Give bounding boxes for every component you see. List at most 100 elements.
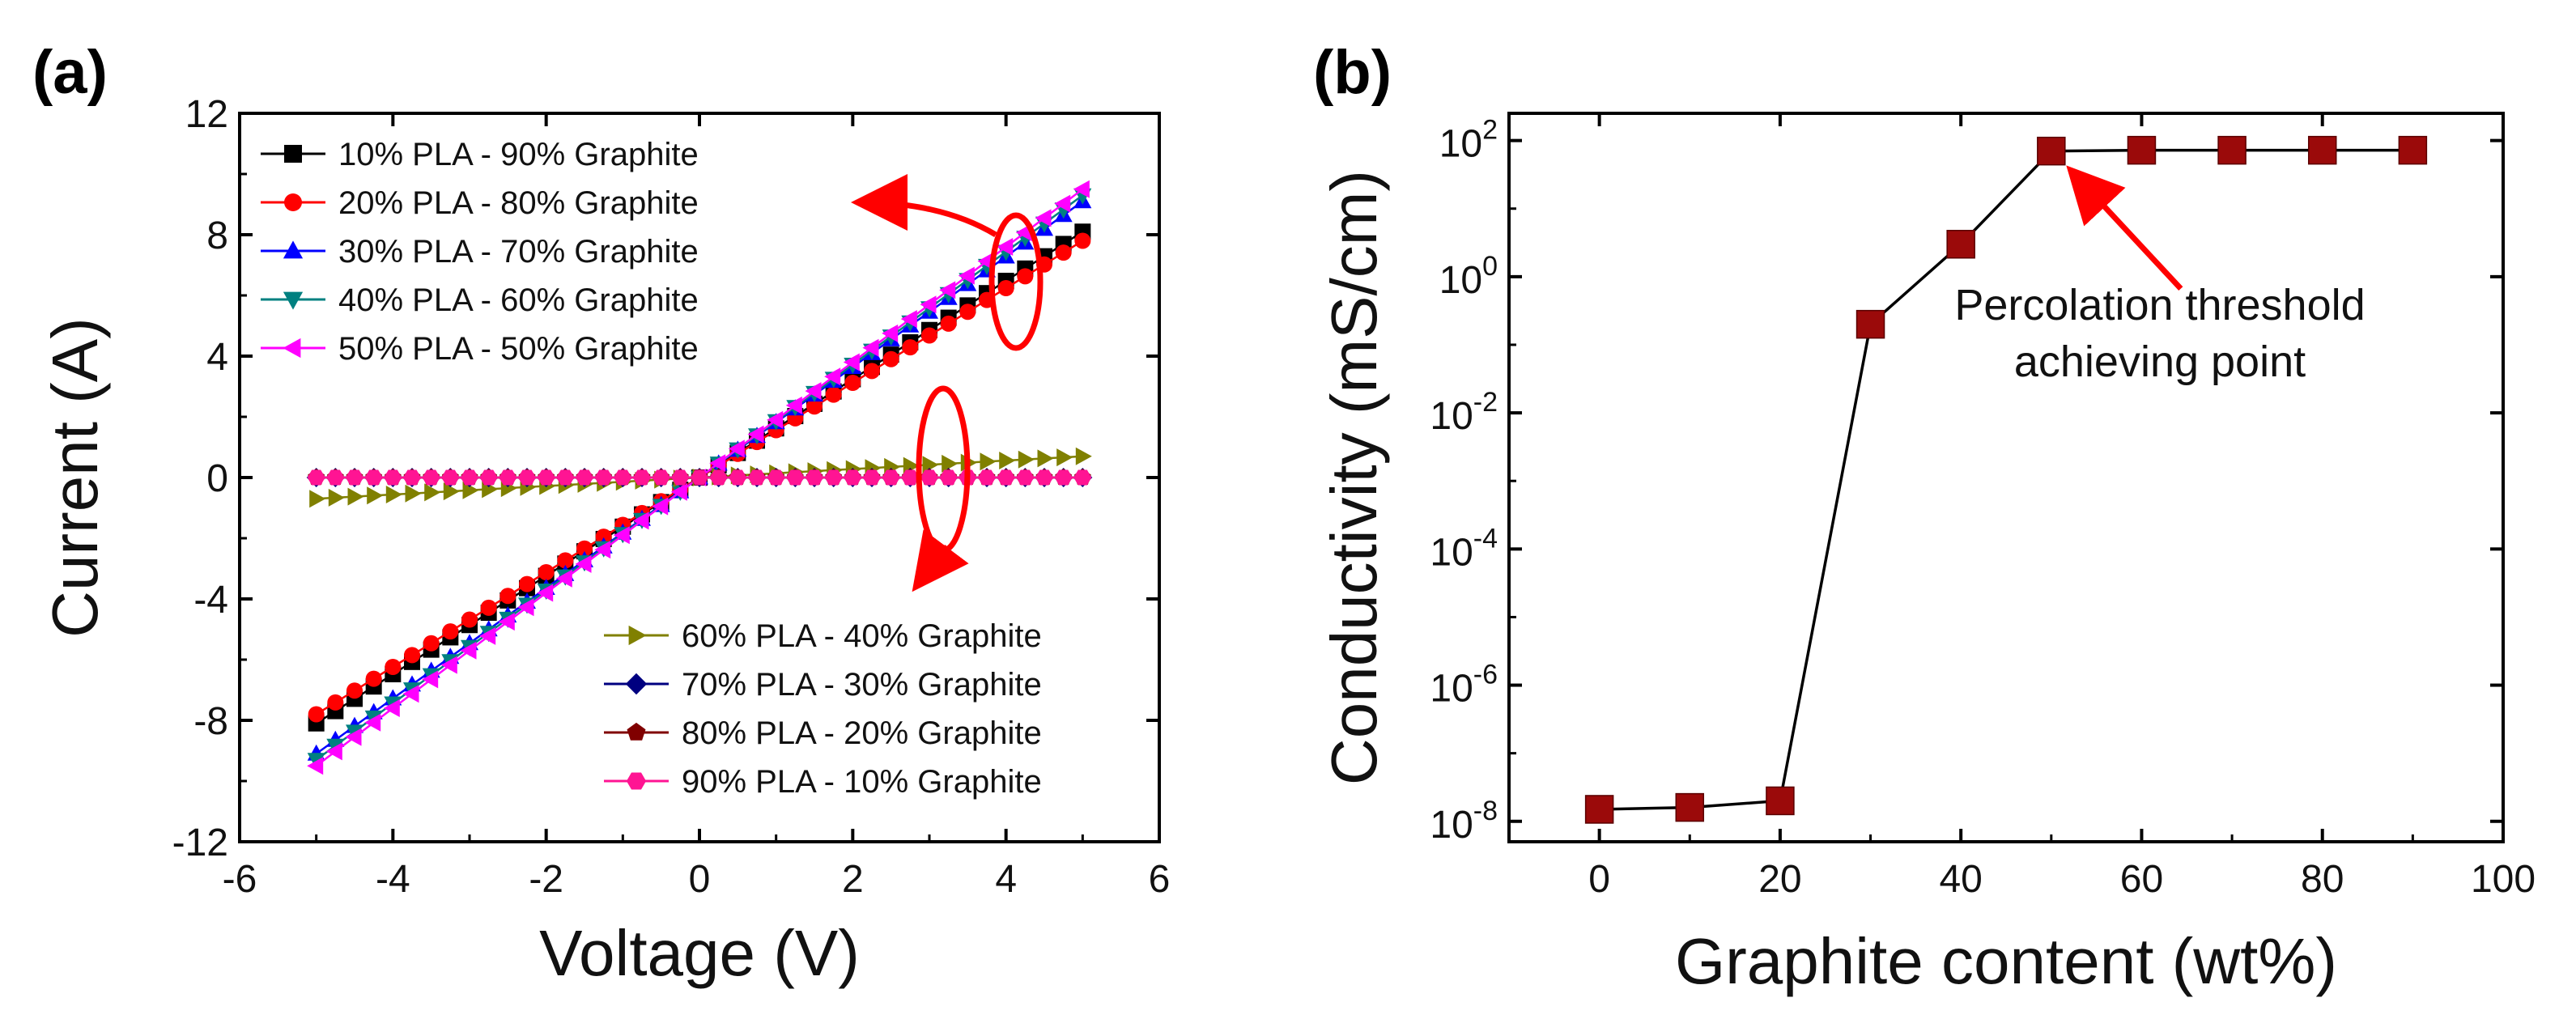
- panel-a-y-axis-label: Current (A): [39, 317, 111, 638]
- panel-a-y-ticks: -12 -8 -4 0 4 8 12: [172, 93, 1159, 864]
- a-data-point: [1073, 180, 1090, 198]
- a-data-point: [346, 682, 363, 699]
- a-data-point: [328, 488, 345, 507]
- a-data-point: [863, 469, 881, 486]
- a-data-point: [1017, 268, 1034, 285]
- b-y-tick-label: 102: [1439, 115, 1498, 166]
- legend-item: 90% PLA - 10% Graphite: [604, 764, 1042, 800]
- legend-marker: [627, 722, 646, 741]
- b-data-point: [2127, 135, 2157, 165]
- a-data-point: [364, 713, 381, 732]
- legend-label: 90% PLA - 10% Graphite: [682, 764, 1042, 800]
- legend-label: 30% PLA - 70% Graphite: [338, 234, 699, 270]
- legend-item: 70% PLA - 30% Graphite: [604, 667, 1042, 703]
- b-y-tick-label: 10-8: [1430, 796, 1498, 847]
- panel-a-x-ticks: -6 -4 -2 0 2 4 6: [223, 113, 1170, 901]
- a-data-point: [920, 295, 937, 314]
- a-data-point: [786, 469, 805, 486]
- b-data-point: [2217, 135, 2247, 165]
- a-data-point: [920, 469, 938, 486]
- a-data-point: [882, 350, 899, 367]
- a-data-point: [633, 469, 651, 486]
- legend-label: 50% PLA - 50% Graphite: [338, 331, 699, 367]
- panel-b-series: [1584, 135, 2428, 824]
- a-data-point: [844, 469, 862, 486]
- a-data-point: [594, 541, 611, 559]
- a-data-point: [940, 315, 957, 332]
- a-series-5: [307, 180, 1090, 775]
- legend-item: 50% PLA - 50% Graphite: [261, 331, 699, 367]
- legend-marker: [284, 193, 302, 211]
- a-data-point: [843, 353, 860, 372]
- a-data-point: [671, 469, 690, 486]
- a-data-point: [364, 469, 383, 486]
- a-x-tick-label: -6: [223, 858, 257, 901]
- b-data-point: [1584, 795, 1614, 824]
- a-data-point: [575, 554, 592, 573]
- a-data-point: [325, 742, 342, 761]
- a-data-point: [480, 599, 497, 616]
- a-data-point: [1075, 447, 1092, 465]
- a-data-point: [844, 375, 861, 391]
- a-data-point: [997, 469, 1015, 486]
- b-y-tick-label: 100: [1439, 251, 1498, 302]
- a-data-point: [997, 280, 1014, 296]
- a-data-point: [747, 425, 764, 444]
- panel-a-series: [306, 180, 1093, 775]
- panel-b-axes-frame: [1507, 112, 2505, 843]
- a-series-9: [307, 469, 1092, 486]
- annotation-ellipse-top: [988, 212, 1044, 351]
- a-data-point: [347, 487, 364, 506]
- panel-b-y-ticks: 10-8 10-6 10-4 10-2 100 102: [1430, 115, 2503, 847]
- a-data-point: [365, 670, 382, 687]
- a-data-point: [538, 564, 555, 580]
- a-data-point: [709, 469, 728, 486]
- a-data-point: [999, 452, 1016, 469]
- a-data-point: [519, 575, 535, 592]
- a-data-point: [402, 685, 419, 703]
- annotation-text-line2: achieving point: [2014, 338, 2306, 386]
- a-data-point: [518, 469, 536, 486]
- a-data-point: [882, 469, 900, 486]
- panel-b-x-axis-label: Graphite content (wt%): [1675, 925, 2337, 997]
- legend-marker: [283, 338, 301, 359]
- a-y-tick-label: 4: [206, 336, 228, 379]
- a-data-point: [307, 469, 325, 486]
- a-data-point: [460, 641, 477, 660]
- a-x-tick-label: -4: [376, 858, 410, 901]
- legend-label: 20% PLA - 80% Graphite: [338, 185, 699, 221]
- a-data-point: [462, 481, 479, 499]
- b-series-line: [1599, 148, 2413, 811]
- a-data-point: [767, 469, 785, 486]
- a-data-point: [442, 623, 459, 640]
- a-data-point: [479, 626, 496, 645]
- a-data-point: [1073, 469, 1092, 486]
- a-data-point: [326, 469, 345, 486]
- a-data-point: [367, 486, 384, 505]
- b-x-tick-label: 100: [2471, 858, 2536, 901]
- a-data-point: [555, 569, 572, 588]
- legend-label: 70% PLA - 30% Graphite: [682, 667, 1042, 703]
- b-x-tick-label: 0: [1588, 858, 1610, 901]
- annotation-arrow: [2066, 165, 2183, 291]
- panel-b-x-ticks: 0 20 40 60 80 100: [1588, 113, 2536, 901]
- a-data-point: [767, 410, 784, 429]
- a-data-point: [1054, 194, 1071, 213]
- a-data-point: [670, 482, 687, 501]
- a-data-point: [424, 483, 441, 502]
- a-data-point: [958, 266, 975, 285]
- a-data-point: [537, 469, 555, 486]
- a-data-point: [1018, 450, 1035, 469]
- a-data-point: [346, 469, 363, 486]
- a-data-point: [921, 327, 937, 344]
- panel-a-label: (a): [32, 38, 108, 107]
- b-x-tick-label: 40: [1939, 858, 1982, 901]
- a-data-point: [824, 469, 843, 486]
- a-data-point: [403, 469, 421, 486]
- a-data-point: [825, 386, 842, 403]
- b-series-1: [1584, 135, 2428, 824]
- a-data-point: [308, 706, 325, 723]
- legend-item: 20% PLA - 80% Graphite: [261, 185, 699, 221]
- b-x-tick-label: 20: [1758, 858, 1801, 901]
